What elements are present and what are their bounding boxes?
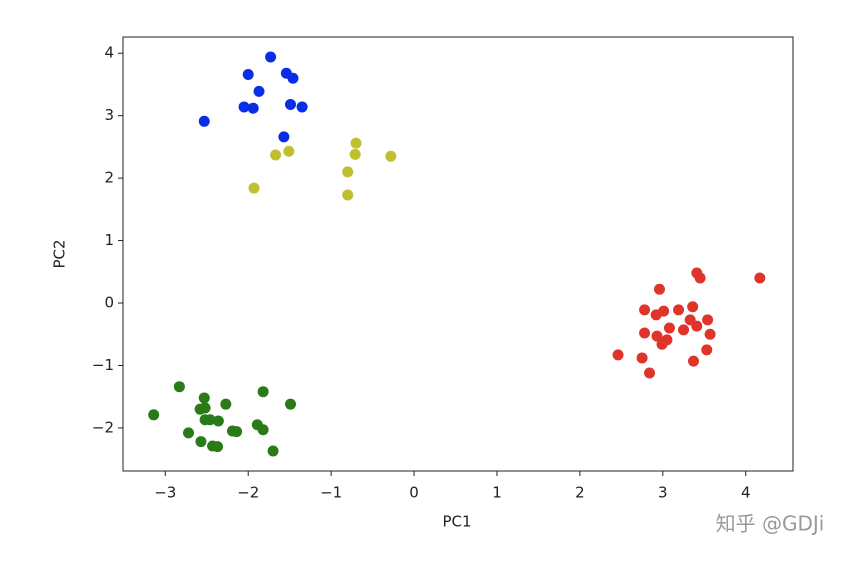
scatter-point bbox=[265, 51, 277, 63]
scatter-point bbox=[231, 426, 243, 438]
scatter-point bbox=[238, 101, 250, 113]
scatter-point bbox=[267, 445, 279, 457]
scatter-point bbox=[350, 137, 362, 149]
scatter-point bbox=[198, 115, 210, 127]
scatter-point bbox=[270, 149, 282, 161]
scatter-point bbox=[183, 427, 195, 439]
scatter-point bbox=[198, 392, 210, 404]
scatter-point bbox=[212, 415, 224, 427]
scatter-point bbox=[678, 324, 690, 336]
scatter-point bbox=[653, 283, 665, 295]
scatter-point bbox=[342, 189, 354, 201]
scatter-point bbox=[248, 182, 260, 194]
scatter-point bbox=[257, 424, 269, 436]
x-tick-label: 0 bbox=[409, 484, 419, 502]
scatter-point bbox=[691, 320, 703, 332]
scatter-point bbox=[349, 148, 361, 160]
y-tick-label: 0 bbox=[104, 294, 114, 312]
watermark: 知乎 @GDJi bbox=[716, 512, 825, 536]
x-tick-label: 3 bbox=[658, 484, 668, 502]
scatter-point bbox=[702, 314, 714, 326]
y-axis-label: PC2 bbox=[51, 239, 69, 268]
y-tick-label: 3 bbox=[104, 106, 114, 124]
scatter-point bbox=[639, 327, 651, 339]
scatter-point bbox=[658, 305, 670, 317]
x-tick-label: 1 bbox=[492, 484, 502, 502]
scatter-point bbox=[247, 102, 259, 114]
x-tick-label: 2 bbox=[575, 484, 585, 502]
scatter-point bbox=[651, 330, 663, 342]
scatter-point bbox=[242, 68, 254, 80]
scatter-point bbox=[687, 355, 699, 367]
scatter-point bbox=[278, 131, 290, 143]
scatter-point bbox=[644, 367, 656, 379]
scatter-point bbox=[663, 322, 675, 334]
scatter-point bbox=[283, 145, 295, 157]
scatter-point bbox=[148, 409, 160, 421]
scatter-point bbox=[296, 101, 308, 113]
plot-frame bbox=[122, 36, 794, 472]
scatter-point bbox=[673, 304, 685, 316]
scatter-point bbox=[704, 328, 716, 340]
scatter-point bbox=[687, 301, 699, 313]
scatter-point bbox=[612, 349, 624, 361]
x-tick-label: −2 bbox=[237, 484, 259, 502]
scatter-point bbox=[701, 344, 713, 356]
scatter-point bbox=[195, 436, 207, 448]
scatter-point bbox=[342, 166, 354, 178]
scatter-point bbox=[385, 150, 397, 162]
scatter-point bbox=[220, 398, 232, 410]
x-tick-label: 4 bbox=[741, 484, 751, 502]
scatter-point bbox=[285, 98, 296, 110]
y-tick-label: −1 bbox=[92, 356, 114, 374]
scatter-point bbox=[199, 402, 211, 414]
scatter-point bbox=[636, 352, 648, 364]
x-axis-label: PC1 bbox=[442, 513, 471, 531]
scatter-point bbox=[204, 414, 216, 426]
scatter-point bbox=[253, 85, 265, 97]
scatter-point bbox=[212, 441, 224, 453]
x-tick-label: −3 bbox=[154, 484, 176, 502]
scatter-point bbox=[661, 334, 673, 346]
scatter-point bbox=[173, 381, 185, 393]
scatter-point bbox=[639, 304, 651, 316]
scatter-point bbox=[694, 272, 706, 284]
y-tick-label: 2 bbox=[104, 169, 114, 187]
scatter-point bbox=[287, 72, 299, 84]
y-tick-label: 4 bbox=[104, 44, 114, 62]
y-tick-label: −2 bbox=[92, 418, 114, 436]
scatter-point bbox=[285, 398, 296, 410]
scatter-point bbox=[257, 386, 269, 398]
y-tick-label: 1 bbox=[104, 231, 114, 249]
scatter-point bbox=[754, 272, 766, 284]
x-tick-label: −1 bbox=[320, 484, 342, 502]
